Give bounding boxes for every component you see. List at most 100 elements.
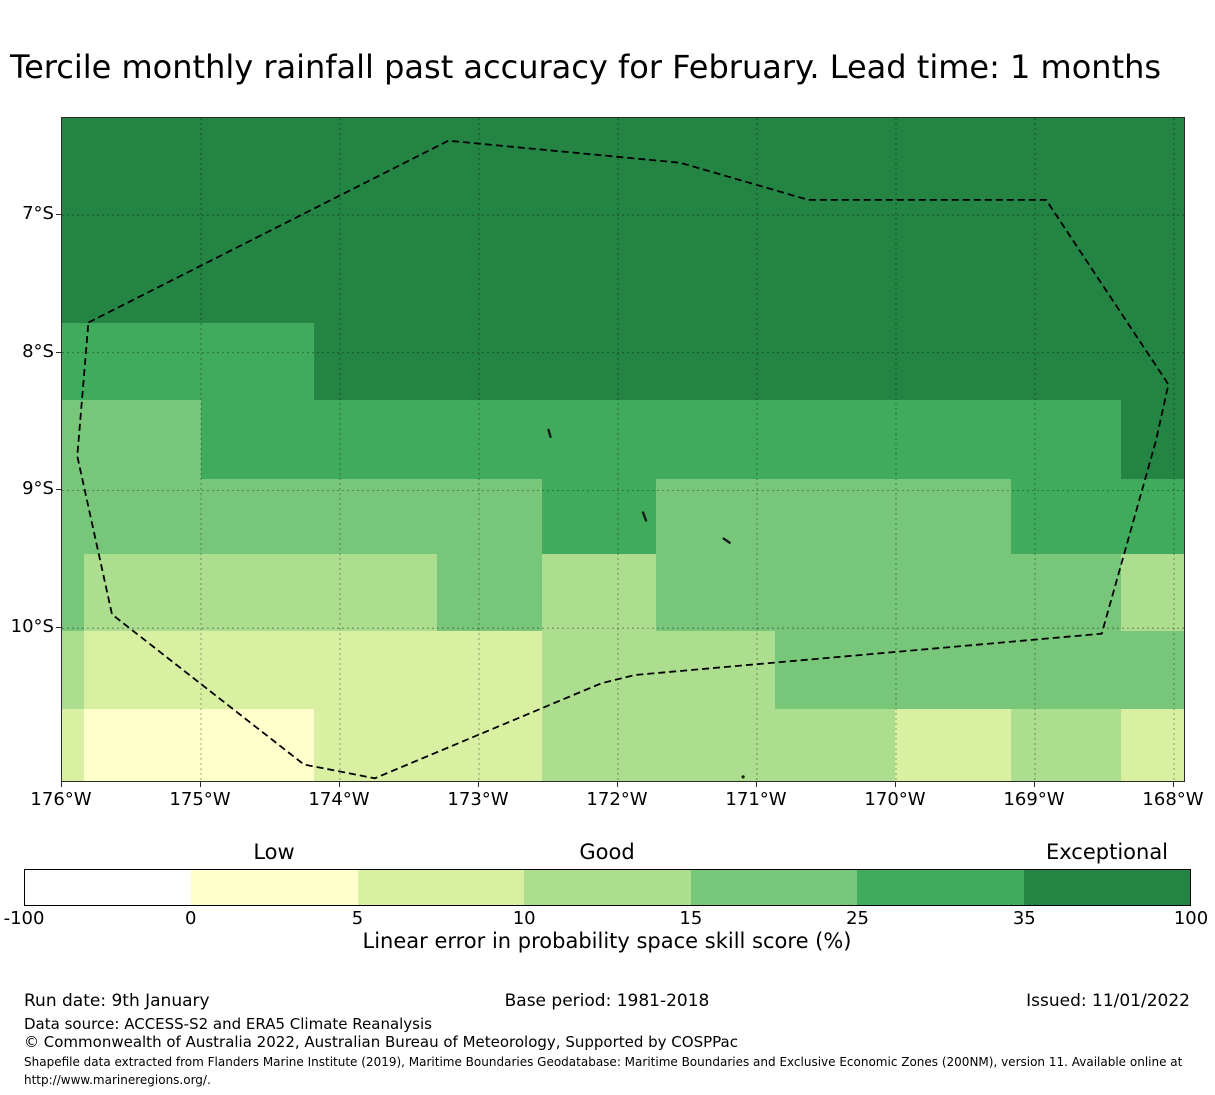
longitude-tick-label: 174°W	[308, 789, 370, 810]
heatmap-cell	[541, 399, 656, 479]
heatmap-cell	[775, 399, 895, 479]
heatmap-cell	[1011, 118, 1122, 324]
axis-tick-mark	[617, 782, 618, 787]
longitude-tick-label: 176°W	[30, 789, 92, 810]
colorbar-category-exceptional: Exceptional	[1045, 840, 1169, 864]
colorbar-segment	[524, 870, 691, 905]
heatmap-cell	[655, 399, 776, 479]
chart-title: Tercile monthly rainfall past accuracy f…	[10, 48, 1162, 86]
colorbar-tick-label: 10	[512, 908, 536, 929]
heatmap-cell	[84, 323, 201, 400]
heatmap-cell	[437, 118, 542, 324]
colorbar-category-good: Good	[579, 840, 635, 864]
heatmap-cell	[201, 118, 314, 324]
axis-tick-mark	[1034, 782, 1035, 787]
heatmap-cell	[62, 553, 85, 631]
run-date-text: Run date: 9th January	[24, 991, 210, 1011]
heatmap-cell	[655, 323, 776, 400]
heatmap-cell	[437, 553, 542, 631]
longitude-tick-label: 171°W	[725, 789, 787, 810]
colorbar-tick-label: 25	[846, 908, 870, 929]
heatmap-cell	[84, 118, 201, 324]
longitude-tick-label: 169°W	[1003, 789, 1065, 810]
heatmap-cell	[313, 399, 438, 479]
heatmap-cell	[62, 478, 85, 554]
heatmap-cell	[894, 478, 1012, 554]
latitude-tick-label: 8°S	[22, 340, 54, 362]
heatmap-cell	[437, 323, 542, 400]
colorbar-tick-label: 100	[1173, 908, 1209, 929]
heatmap-cell	[84, 399, 201, 479]
heatmap-cell	[1121, 553, 1184, 631]
heatmap-cell	[541, 630, 656, 709]
heatmap-cell	[775, 323, 895, 400]
heatmap-cell	[437, 478, 542, 554]
heatmap-cell	[313, 708, 438, 781]
heatmap-cell	[62, 118, 85, 324]
heatmap-cell	[1121, 118, 1184, 324]
heatmap-cell	[313, 118, 438, 324]
heatmap-cell	[1011, 630, 1122, 709]
heatmap-cell	[437, 399, 542, 479]
heatmap-cell	[541, 118, 656, 324]
colorbar-segment	[857, 870, 1024, 905]
island-mark	[547, 428, 552, 439]
copyright-text: © Commonwealth of Australia 2022, Austra…	[24, 1033, 738, 1051]
axis-tick-mark	[61, 782, 62, 787]
heatmap-cell	[541, 708, 656, 781]
longitude-tick-label: 170°W	[864, 789, 926, 810]
heatmap-cell	[775, 630, 895, 709]
heatmap-cell	[84, 478, 201, 554]
colorbar-segment	[357, 870, 525, 905]
axis-tick-mark	[56, 627, 61, 629]
axis-tick-mark	[1173, 782, 1174, 787]
heatmap-cell	[84, 708, 201, 781]
heatmap-cell	[1011, 708, 1122, 781]
colorbar-segment	[1023, 870, 1190, 905]
heatmap-cell	[541, 323, 656, 400]
heatmap-cell	[655, 118, 776, 324]
heatmap-cell	[201, 553, 314, 631]
axis-tick-mark	[478, 782, 479, 787]
heatmap-cell	[201, 399, 314, 479]
heatmap-cell	[1011, 399, 1122, 479]
heatmap-cell	[313, 630, 438, 709]
heatmap-cell	[1011, 553, 1122, 631]
data-source-text: Data source: ACCESS-S2 and ERA5 Climate …	[24, 1015, 432, 1033]
heatmap-cell	[62, 630, 85, 709]
issued-date-text: Issued: 11/01/2022	[1026, 991, 1190, 1011]
heatmap-cell	[1121, 630, 1184, 709]
heatmap-cell	[84, 630, 201, 709]
longitude-tick-label: 173°W	[447, 789, 509, 810]
eez-boundary-line	[76, 139, 1170, 780]
colorbar-tick-label: 35	[1012, 908, 1036, 929]
colorbar-axis-label: Linear error in probability space skill …	[362, 929, 852, 953]
heatmap-cell	[894, 708, 1012, 781]
colorbar-segment	[690, 870, 858, 905]
heatmap-cell	[1121, 399, 1184, 479]
colorbar-tick-label: -100	[3, 908, 45, 929]
axis-tick-mark	[756, 782, 757, 787]
colorbar	[24, 869, 1191, 906]
colorbar-tick-label: 0	[184, 908, 197, 929]
axis-tick-mark	[895, 782, 896, 787]
heatmap-cell	[313, 478, 438, 554]
heatmap-cell	[655, 478, 776, 554]
heatmap-cell	[84, 553, 201, 631]
heatmap-cell	[1011, 323, 1122, 400]
heatmap-cell	[201, 478, 314, 554]
colorbar-segment	[191, 870, 358, 905]
heatmap-cell	[62, 323, 85, 400]
colorbar-tick-label: 15	[679, 908, 703, 929]
heatmap-cell	[437, 630, 542, 709]
colorbar-segment	[25, 870, 192, 905]
heatmap-cell	[313, 323, 438, 400]
latitude-tick-label: 7°S	[22, 203, 54, 225]
heatmap-cell	[655, 630, 776, 709]
shapefile-attribution-text: Shapefile data extracted from Flanders M…	[24, 1055, 1183, 1087]
axis-tick-mark	[56, 214, 61, 216]
heatmap-cell	[775, 708, 895, 781]
latitude-tick-label: 10°S	[10, 616, 54, 638]
island-mark	[741, 775, 745, 779]
